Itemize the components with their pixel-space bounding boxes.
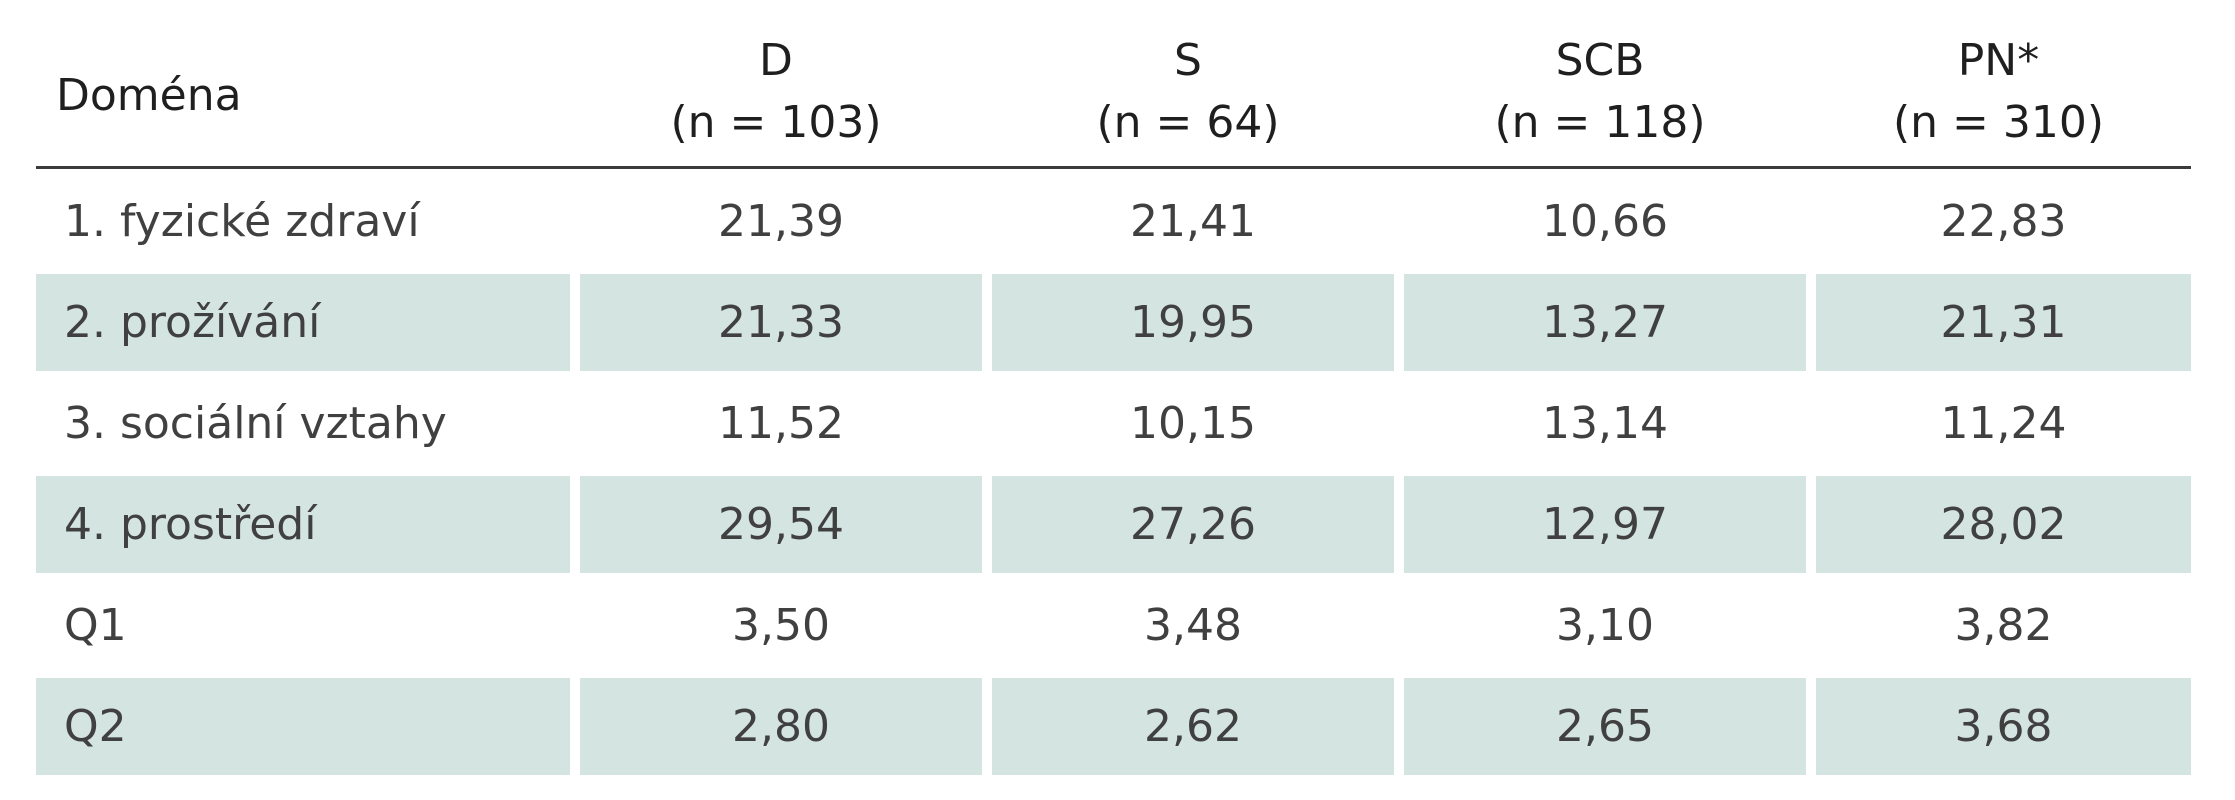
cell-value: 29,54 (570, 472, 982, 573)
cell-value: 27,26 (982, 472, 1394, 573)
table-row: 2. prožívání 21,33 19,95 13,27 21,31 (36, 270, 2191, 371)
header-code: PN* (1957, 35, 2040, 86)
table-body: 1. fyzické zdraví 21,39 21,41 10,66 22,8… (36, 169, 2191, 775)
row-label: Q2 (36, 674, 570, 775)
table-row: Q1 3,50 3,48 3,10 3,82 (36, 573, 2191, 674)
table-row: Q2 2,80 2,62 2,65 3,68 (36, 674, 2191, 775)
cell-value: 3,48 (982, 573, 1394, 674)
table-row: 3. sociální vztahy 11,52 10,15 13,14 11,… (36, 371, 2191, 472)
cell-value: 21,33 (570, 270, 982, 371)
cell-value: 10,66 (1394, 169, 1806, 270)
cell-value: 19,95 (982, 270, 1394, 371)
row-label: Q1 (36, 573, 570, 674)
cell-value: 13,27 (1394, 270, 1806, 371)
cell-value: 11,24 (1806, 371, 2191, 472)
header-domain: Doména (36, 18, 570, 169)
cell-value: 12,97 (1394, 472, 1806, 573)
header-code: D (759, 35, 793, 86)
cell-value: 3,68 (1806, 674, 2191, 775)
header-col-pn: PN* (n = 310) (1806, 18, 2191, 169)
header-n: (n = 64) (1096, 97, 1280, 148)
cell-value: 11,52 (570, 371, 982, 472)
cell-value: 21,31 (1806, 270, 2191, 371)
cell-value: 13,14 (1394, 371, 1806, 472)
cell-value: 22,83 (1806, 169, 2191, 270)
cell-value: 3,50 (570, 573, 982, 674)
header-code: S (1174, 35, 1202, 86)
header-col-scb: SCB (n = 118) (1394, 18, 1806, 169)
header-n: (n = 103) (670, 97, 882, 148)
cell-value: 21,41 (982, 169, 1394, 270)
domain-scores-table: Doména D (n = 103) S (n = 64) SCB (n = 1… (36, 18, 2191, 775)
cell-value: 2,62 (982, 674, 1394, 775)
header-code: SCB (1555, 35, 1645, 86)
row-label: 1. fyzické zdraví (36, 169, 570, 270)
cell-value: 21,39 (570, 169, 982, 270)
header-col-d: D (n = 103) (570, 18, 982, 169)
cell-value: 28,02 (1806, 472, 2191, 573)
header-row: Doména D (n = 103) S (n = 64) SCB (n = 1… (36, 18, 2191, 169)
header-n: (n = 118) (1494, 97, 1706, 148)
cell-value: 2,80 (570, 674, 982, 775)
cell-value: 2,65 (1394, 674, 1806, 775)
header-col-s: S (n = 64) (982, 18, 1394, 169)
table-row: 4. prostředí 29,54 27,26 12,97 28,02 (36, 472, 2191, 573)
header-n: (n = 310) (1892, 97, 2105, 148)
cell-value: 3,82 (1806, 573, 2191, 674)
row-label: 3. sociální vztahy (36, 371, 570, 472)
cell-value: 3,10 (1394, 573, 1806, 674)
row-label: 4. prostředí (36, 472, 570, 573)
table-row: 1. fyzické zdraví 21,39 21,41 10,66 22,8… (36, 169, 2191, 270)
table-header: Doména D (n = 103) S (n = 64) SCB (n = 1… (36, 18, 2191, 169)
row-label: 2. prožívání (36, 270, 570, 371)
cell-value: 10,15 (982, 371, 1394, 472)
